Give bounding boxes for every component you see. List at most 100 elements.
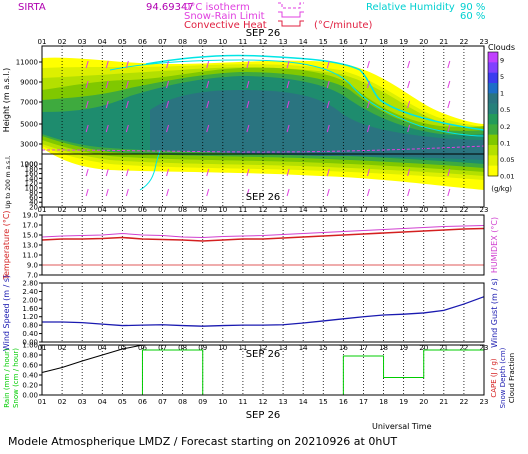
wind-ylabel: Wind Speed (m / s) xyxy=(2,275,11,351)
legend-convective-symbol xyxy=(278,20,304,27)
wind-arrow-7-2 xyxy=(166,100,170,109)
rh-contour-low xyxy=(139,149,161,191)
precip-hour-11: 11 xyxy=(238,398,247,406)
snow-ylabel: Snow (cm / hour) xyxy=(12,348,20,408)
temp-hour-17: 17 xyxy=(359,206,368,214)
colorbar-label-2: 1 xyxy=(500,90,504,98)
wind-y-label-3: 1.60 xyxy=(22,305,38,313)
cloud-low-label-8: 40 xyxy=(29,199,38,207)
temp-hour-05: 05 xyxy=(118,206,127,214)
colorbar-cell-7 xyxy=(488,124,498,135)
wind-y-label-2: 2.00 xyxy=(22,296,38,304)
temp-ylabel: Temperature (°C) xyxy=(2,210,11,280)
temp-hour-09: 09 xyxy=(198,206,207,214)
wind-arrow-3-0 xyxy=(85,60,89,69)
wind-arrow-17-5 xyxy=(366,188,370,197)
wind-arrow-4-5 xyxy=(105,188,109,197)
wind-arrow-9-1 xyxy=(206,80,210,89)
colorbar-label-0: 9 xyxy=(500,57,504,65)
wind-arrow-5-4 xyxy=(125,168,129,177)
precip-hour-14: 14 xyxy=(299,398,308,406)
precip-hour-03: 03 xyxy=(78,398,87,406)
wind-arrow-7-5 xyxy=(166,188,170,197)
wind-arrow-3-5 xyxy=(85,188,89,197)
wind-arrow-3-1 xyxy=(85,80,89,89)
wind-arrow-11-1 xyxy=(246,80,250,89)
wind-arrow-21-5 xyxy=(447,188,451,197)
header: SIRTA 94.69347 0°C isotherm Snow-Rain Li… xyxy=(18,2,485,31)
wind-y-label-6: 0.40 xyxy=(22,330,38,338)
temp-hour-01: 01 xyxy=(38,206,47,214)
temp-hour-07: 07 xyxy=(158,206,167,214)
temp-hour-08: 08 xyxy=(178,206,187,214)
wind-arrow-21-4 xyxy=(447,168,451,177)
wind-arrow-4-0 xyxy=(105,60,109,69)
colorbar-frame xyxy=(487,51,499,177)
cloud-low-label-0: 200 xyxy=(25,161,38,169)
precip-y-label-3: 0.40 xyxy=(22,372,38,380)
colorbar-unit: (g/kg) xyxy=(491,185,512,193)
colorbar-label-4: 0.2 xyxy=(500,123,510,131)
temp-hour-12: 12 xyxy=(259,206,268,214)
cloud-hour-top-02: 02 xyxy=(58,38,67,46)
wind-arrow-17-4 xyxy=(366,168,370,177)
cloud-hour-top-19: 19 xyxy=(399,38,408,46)
precip-hour-09: 09 xyxy=(198,398,207,406)
precip-hour-18: 18 xyxy=(379,398,388,406)
cloud-hour-top-06: 06 xyxy=(138,38,147,46)
temp-y-label-0: 19.0 xyxy=(22,212,38,220)
wind-arrow-11-2 xyxy=(246,100,250,109)
precip-y-label-4: 0.20 xyxy=(22,382,38,390)
wind-arrow-4-2 xyxy=(105,100,109,109)
x-axis-label: Universal Time xyxy=(372,422,432,431)
cloud-hour-top-10: 10 xyxy=(218,38,227,46)
cloud-high-label-1: 9000 xyxy=(20,79,38,87)
wind-arrow-21-1 xyxy=(447,80,451,89)
cape-ylabel: CAPE (J / g) xyxy=(490,358,498,398)
cloud-hour-top-22: 22 xyxy=(459,38,468,46)
temperature-panel: 01 02 03 04 05 06 07 08 09 10 11 12 13 14 15 16 17 18 19 20… xyxy=(2,206,499,281)
cloud-high-label-0: 11000 xyxy=(16,59,38,67)
temp-y-label-4: 11.0 xyxy=(22,252,38,260)
footer: Universal Time Modele Atmospherique LMDZ… xyxy=(8,422,432,448)
wind-y-label-0: 2.80 xyxy=(22,280,38,288)
wind-arrow-9-5 xyxy=(206,188,210,197)
wind-arrow-7-3 xyxy=(166,124,170,133)
wind-arrow-15-2 xyxy=(326,100,330,109)
colorbar-cell-9 xyxy=(488,145,498,156)
cloud-hour-top-09: 09 xyxy=(198,38,207,46)
cloud-hour-top-03: 03 xyxy=(78,38,87,46)
colorbar-label-1: 5 xyxy=(500,73,504,81)
wind-y-label-1: 2.40 xyxy=(22,288,38,296)
temp-hour-22: 22 xyxy=(459,206,468,214)
colorbar-cell-5 xyxy=(488,103,498,115)
cloud-high-label-5: 1000 xyxy=(20,161,38,169)
cloud-high-label-3: 5000 xyxy=(20,121,38,129)
precip-hour-20: 20 xyxy=(419,398,428,406)
wind-arrow-7-4 xyxy=(166,168,170,177)
precip-y-label-0: 1.00 xyxy=(22,342,38,350)
colorbar-title: Clouds xyxy=(488,43,515,52)
temp-y-label-1: 17.0 xyxy=(22,222,38,230)
cloud-hour-top-01: 01 xyxy=(38,38,47,46)
cloud-low-label-1: 180 xyxy=(25,165,38,173)
temp-hour-13: 13 xyxy=(279,206,288,214)
colorbar-cell-11 xyxy=(488,165,498,177)
wind-arrow-15-0 xyxy=(326,60,330,69)
wind-arrow-13-1 xyxy=(286,80,290,89)
temp-hour-19: 19 xyxy=(399,206,408,214)
colorbar-label-6: 0.05 xyxy=(500,156,514,164)
colorbar-label-5: 0.1 xyxy=(500,139,510,147)
precip-hour-17: 17 xyxy=(359,398,368,406)
precip-hour-05: 05 xyxy=(118,398,127,406)
precip-hour-07: 07 xyxy=(158,398,167,406)
cloud-hour-top-08: 08 xyxy=(178,38,187,46)
wind-arrow-21-0 xyxy=(447,60,451,69)
colorbar-cell-8 xyxy=(488,134,498,146)
wind-arrow-11-0 xyxy=(246,60,250,69)
temp-hour-06: 06 xyxy=(138,206,147,214)
temp-hour-11: 11 xyxy=(238,206,247,214)
wind-arrow-17-0 xyxy=(366,60,370,69)
cloud-hour-top-05: 05 xyxy=(118,38,127,46)
